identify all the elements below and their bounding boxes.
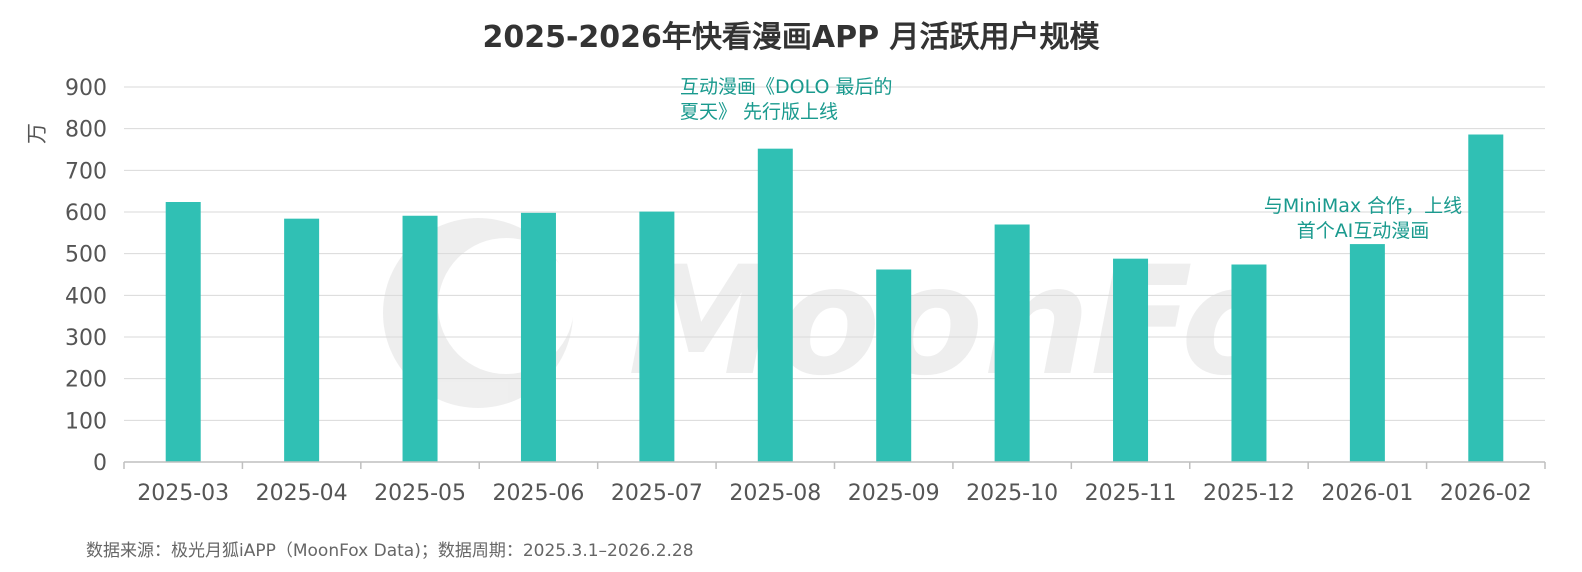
bar: [520, 212, 556, 462]
y-tick-label: 0: [93, 451, 107, 476]
y-tick-label: 400: [65, 284, 107, 309]
y-axis-label: 万: [25, 123, 49, 144]
y-tick-label: 700: [65, 159, 107, 184]
bar: [1349, 244, 1385, 462]
x-tick-label: 2026-01: [1321, 481, 1413, 506]
bar: [994, 224, 1030, 462]
x-tick-label: 2025-09: [848, 481, 940, 506]
x-tick-label: 2025-06: [492, 481, 584, 506]
data-source-note: 数据来源：极光月狐iAPP（MoonFox Data)；数据周期：2025.3.…: [86, 541, 694, 561]
bar: [402, 215, 438, 462]
bar: [165, 202, 201, 462]
x-tick-label: 2025-12: [1203, 481, 1295, 506]
annotation-text: 夏天》 先行版上线: [680, 101, 838, 123]
x-tick-label: 2025-03: [137, 481, 229, 506]
y-tick-label: 500: [65, 243, 107, 268]
y-tick-label: 800: [65, 118, 107, 143]
y-tick-label: 100: [65, 409, 107, 434]
bar: [1468, 134, 1504, 462]
x-tick-label: 2025-08: [729, 481, 821, 506]
x-tick-label: 2025-05: [374, 481, 466, 506]
y-tick-label: 300: [65, 326, 107, 351]
x-tick-label: 2025-04: [256, 481, 348, 506]
x-tick-label: 2025-10: [966, 481, 1058, 506]
bar: [639, 211, 675, 462]
bar: [284, 218, 320, 462]
x-tick-label: 2025-07: [611, 481, 703, 506]
y-tick-label: 600: [65, 201, 107, 226]
annotation-text: 互动漫画《DOLO 最后的: [680, 76, 893, 98]
x-tick-label: 2026-02: [1440, 481, 1532, 506]
bar-chart: 0 100 200 300 400 500 600 700 800 900 万 2025-03 2025…: [25, 76, 1546, 506]
y-tick-label: 200: [65, 368, 107, 393]
bar: [876, 269, 912, 462]
chart-title: 2025-2026年快看漫画APP 月活跃用户规模: [482, 20, 1100, 55]
bar: [1231, 264, 1267, 462]
bar: [757, 148, 793, 462]
x-tick-label: 2025-11: [1085, 481, 1177, 506]
annotation-text: 与MiniMax 合作，上线: [1264, 195, 1462, 217]
annotation-text: 首个AI互动漫画: [1297, 220, 1430, 242]
y-tick-label: 900: [65, 76, 107, 101]
bar: [1113, 258, 1149, 462]
